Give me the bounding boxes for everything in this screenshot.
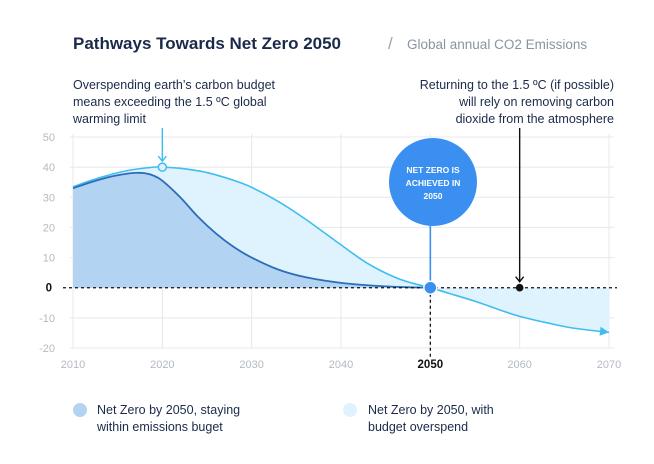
annotation-left-line-2: means exceeding the 1.5 ºC global [73, 95, 267, 109]
chart-title: Pathways Towards Net Zero 2050 [73, 34, 341, 53]
chart-subtitle: Global annual CO2 Emissions [407, 37, 587, 52]
legend-label-within-budget-line-1: Net Zero by 2050, staying [97, 403, 240, 417]
y-tick-label-40: 40 [43, 162, 55, 174]
annotation-left-line-3: warming limit [72, 112, 146, 126]
area-within-budget [73, 172, 431, 288]
net-zero-marker [423, 280, 438, 295]
y-tick-label-30: 30 [43, 192, 55, 204]
area-overspend [73, 166, 609, 333]
areas [73, 166, 609, 333]
legend-swatch-within-budget [73, 403, 87, 417]
legend: Net Zero by 2050, staying within emissio… [73, 403, 494, 434]
badge-line-1: NET ZERO IS [406, 165, 460, 175]
legend-label-overspend-line-1: Net Zero by 2050, with [368, 403, 494, 417]
badge-circle [389, 138, 477, 226]
markers [157, 128, 525, 295]
x-tick-label-2070: 2070 [597, 359, 621, 371]
y-tick-label-20: 20 [43, 222, 55, 234]
annotation-right-line-2: will rely on removing carbon [458, 95, 614, 109]
title-separator: / [388, 34, 393, 53]
x-tick-label-2060: 2060 [507, 359, 531, 371]
badge-line-3: 2050 [424, 191, 443, 201]
y-tick-label--10: -10 [39, 313, 55, 325]
x-tick-label-2040: 2040 [329, 359, 353, 371]
annotation-right-line-3: dioxide from the atmosphere [456, 112, 614, 126]
annotation-right-arrow-head [515, 276, 525, 283]
carbon-removal-marker [515, 283, 524, 292]
x-tick-label-2020: 2020 [150, 359, 174, 371]
annotation-right-line-1: Returning to the 1.5 ºC (if possible) [420, 78, 614, 92]
y-tick-label-0: 0 [46, 283, 52, 295]
x-tick-label-2010: 2010 [61, 359, 85, 371]
x-tick-label-2030: 2030 [239, 359, 263, 371]
line-within-budget [72, 171, 431, 289]
y-tick-label-50: 50 [43, 132, 55, 144]
arrow-head-overspend [599, 326, 609, 336]
badge-line-2: ACHIEVED IN [406, 178, 461, 188]
annotation-left-line-1: Overspending earth’s carbon budget [73, 78, 276, 92]
annotation-left-arrow-head [157, 155, 167, 163]
peak-marker [157, 162, 168, 172]
x-tick-label-2050: 2050 [418, 359, 444, 371]
net-zero-badge: NET ZERO IS ACHIEVED IN 2050 [389, 138, 477, 226]
y-tick-label-10: 10 [43, 253, 55, 265]
legend-label-overspend-line-2: budget overspend [368, 420, 468, 434]
legend-label-within-budget-line-2: within emissions buget [96, 420, 223, 434]
legend-swatch-overspend [343, 403, 357, 417]
y-tick-label--20: -20 [39, 343, 55, 355]
